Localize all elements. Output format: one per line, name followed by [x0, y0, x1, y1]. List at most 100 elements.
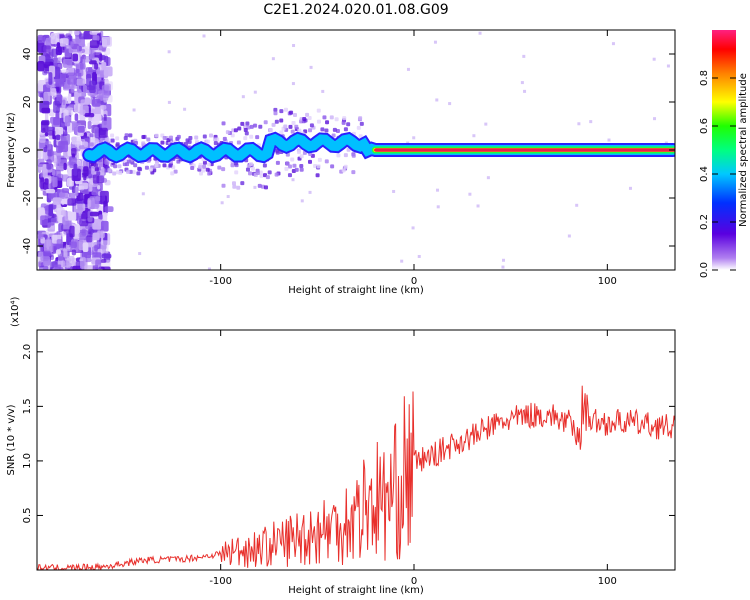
ridge-haze	[332, 127, 337, 132]
ridge-haze	[274, 119, 279, 124]
ridge-haze	[341, 168, 346, 173]
noise-dot	[666, 64, 670, 68]
ridge-haze	[249, 124, 254, 129]
ridge-haze	[279, 118, 284, 123]
ridge-haze	[201, 168, 206, 173]
ridge-haze	[294, 167, 299, 172]
noise-dot	[253, 90, 257, 94]
noise-dot	[523, 89, 527, 93]
snr-ticks: -100 0 100 0.5 1.0 1.5 2.0	[22, 330, 675, 587]
ridge-haze	[244, 131, 249, 136]
noise-dot	[436, 205, 440, 209]
ridge-haze	[265, 175, 270, 180]
ridge-haze	[285, 161, 290, 166]
ridge-haze	[115, 136, 120, 141]
noise-blob	[55, 78, 65, 87]
tick-label: -40	[22, 238, 33, 254]
noise-blob	[47, 126, 56, 131]
ridge-haze	[146, 137, 151, 142]
noise-blob	[91, 117, 100, 125]
ridge-haze	[253, 123, 258, 128]
noise-blob	[98, 175, 105, 183]
noise-blob	[40, 177, 45, 190]
noise-blob	[83, 194, 88, 204]
tick-label: 20	[22, 96, 33, 109]
ridge-haze	[243, 136, 248, 141]
noise-blob	[54, 126, 64, 136]
ridge-haze	[170, 171, 175, 176]
noise-blob	[69, 225, 75, 238]
ridge-haze	[234, 170, 239, 175]
noise-blob	[84, 141, 88, 148]
noise-dot	[141, 192, 145, 196]
ridge-haze	[125, 162, 130, 167]
ridge-haze	[138, 167, 143, 172]
ridge-haze	[110, 138, 115, 143]
noise-blob	[38, 265, 49, 270]
ridge-haze	[329, 115, 334, 120]
noise-blob	[67, 72, 77, 85]
ridge-haze	[287, 173, 292, 178]
ridge-haze	[243, 128, 248, 133]
ridge-haze	[136, 171, 141, 176]
noise-blob	[89, 30, 100, 35]
noise-blob	[71, 249, 77, 256]
ridge-haze	[236, 185, 241, 190]
noise-blob	[89, 196, 99, 210]
noise-dot	[138, 252, 142, 256]
ridge-haze	[291, 121, 296, 126]
noise-blob	[73, 103, 81, 113]
noise-dot	[611, 42, 615, 46]
ridge-haze	[118, 170, 123, 175]
ridge-haze	[232, 184, 237, 189]
noise-blob	[98, 127, 108, 138]
ridge-haze	[325, 120, 330, 125]
noise-blob	[77, 125, 85, 133]
noise-blob	[91, 98, 101, 107]
ridge-haze	[331, 133, 336, 138]
noise-dot	[241, 95, 245, 99]
noise-blob	[50, 33, 60, 45]
noise-blob	[63, 162, 67, 171]
colorbar: 0.0 0.2 0.4 0.6 0.8 Normalized spectral ampl…	[699, 30, 749, 278]
ridge-haze	[346, 122, 351, 127]
tick-label: 0	[411, 276, 417, 287]
ridge-haze	[222, 136, 227, 141]
ridge-haze	[299, 167, 304, 172]
ridge-haze	[273, 111, 278, 116]
tick-label: 0.5	[22, 508, 33, 524]
tick-label: 100	[598, 276, 617, 287]
noise-blob	[52, 197, 62, 205]
noise-dot	[433, 40, 437, 44]
noise-blob	[66, 257, 72, 269]
noise-dot	[226, 195, 230, 199]
noise-blob	[93, 126, 99, 138]
noise-blob	[89, 80, 96, 94]
ridge-haze	[144, 165, 149, 170]
ridge-haze	[94, 167, 99, 172]
ridge-haze	[221, 167, 226, 172]
ridge-haze	[275, 150, 280, 155]
noise-blob	[41, 107, 51, 114]
noise-blob	[47, 222, 55, 232]
noise-dot	[628, 186, 632, 190]
ridge-haze	[96, 171, 101, 176]
ridge-haze	[320, 127, 325, 132]
noise-dot	[291, 178, 295, 182]
ridge-haze	[263, 120, 268, 125]
noise-blob	[100, 220, 109, 232]
ridge-haze	[107, 168, 112, 173]
tick-label: 0.2	[699, 214, 710, 230]
noise-blob	[55, 134, 61, 141]
ridge-haze	[160, 140, 165, 145]
noise-blob	[59, 142, 65, 150]
ridge-haze	[297, 128, 302, 133]
ridge-haze	[334, 117, 339, 122]
ridge-haze	[162, 163, 167, 168]
ridge-haze	[299, 154, 304, 159]
noise-blob	[57, 173, 64, 181]
ridge-haze	[237, 126, 242, 131]
noise-dot	[435, 98, 439, 102]
colorbar-label: Normalized spectral amplitude	[738, 73, 749, 227]
noise-blob	[72, 265, 82, 270]
